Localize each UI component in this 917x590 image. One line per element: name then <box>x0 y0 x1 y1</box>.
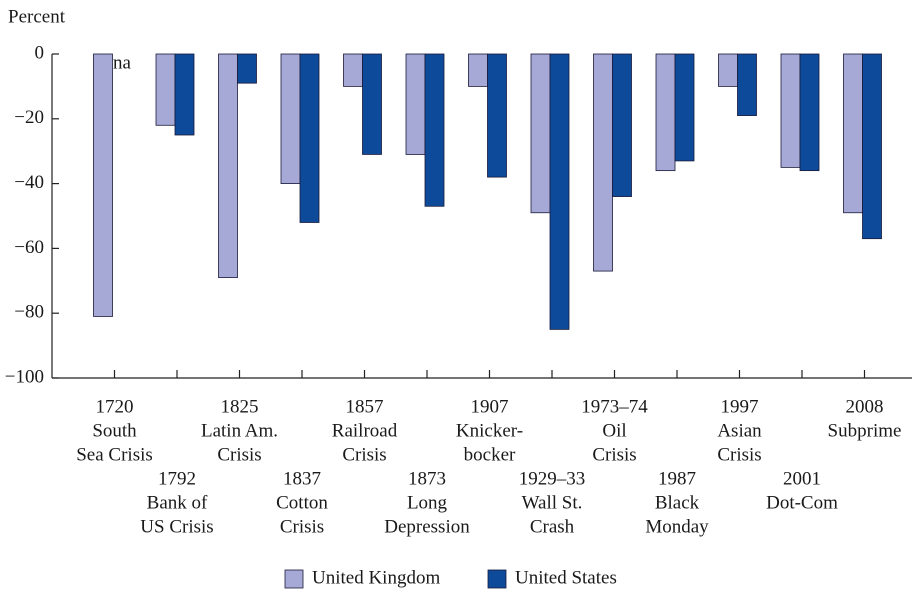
bar <box>612 53 632 197</box>
bar <box>299 53 320 223</box>
x-tick-label: US Crisis <box>140 516 213 537</box>
bar <box>655 53 676 172</box>
legend-label: United States <box>515 567 617 588</box>
x-tick-label: Sea Crisis <box>76 444 153 465</box>
y-axis-label: Percent <box>8 6 66 27</box>
bar <box>737 53 757 116</box>
bar <box>424 53 445 207</box>
x-tick-label: Knicker- <box>456 420 523 441</box>
y-tick-label: −100 <box>5 366 44 387</box>
x-tick-label: Depression <box>384 516 470 537</box>
bar <box>93 53 113 317</box>
x-tick-label: 1929–33 <box>519 468 586 489</box>
x-tick-label: Subprime <box>828 420 902 441</box>
x-tick-label: Monday <box>645 516 709 537</box>
bar <box>549 53 570 330</box>
bar <box>799 53 820 172</box>
x-tick-label: Crisis <box>217 444 261 465</box>
x-tick-label: Railroad <box>332 420 398 441</box>
bar <box>343 53 363 87</box>
x-tick-label: 1857 <box>346 396 384 417</box>
bar <box>674 53 695 162</box>
bar <box>718 53 738 87</box>
y-tick-label: −20 <box>14 107 44 128</box>
x-tick-label: 1825 <box>221 396 259 417</box>
x-tick-label: Cotton <box>276 492 328 513</box>
y-tick-label: −60 <box>14 237 44 258</box>
y-tick-label: 0 <box>35 42 45 63</box>
x-tick-label: Crisis <box>592 444 636 465</box>
legend-swatch <box>284 569 304 589</box>
bar <box>405 53 426 155</box>
x-tick-label: Crisis <box>280 516 324 537</box>
x-tick-label: Long <box>407 492 448 513</box>
x-tick-label: Asian <box>717 420 762 441</box>
bar <box>780 53 801 168</box>
annotation: na <box>113 52 132 73</box>
x-tick-label: Wall St. <box>522 492 583 513</box>
bar <box>530 53 551 214</box>
bar <box>593 53 613 272</box>
x-tick-label: Crisis <box>717 444 761 465</box>
bar <box>280 53 301 185</box>
x-tick-label: Latin Am. <box>201 420 278 441</box>
bar <box>237 53 257 84</box>
x-tick-label: 1907 <box>471 396 509 417</box>
x-tick-label: Oil <box>602 420 626 441</box>
x-tick-label: 2001 <box>783 468 821 489</box>
bar <box>155 53 176 126</box>
bar <box>843 53 863 214</box>
x-tick-label: Dot-Com <box>766 492 838 513</box>
bar <box>487 53 507 178</box>
x-tick-label: Crisis <box>342 444 386 465</box>
x-tick-label: 1792 <box>158 468 196 489</box>
x-tick-label: 2008 <box>846 396 884 417</box>
bar <box>218 53 238 278</box>
x-tick-label: 1997 <box>721 396 759 417</box>
y-tick-label: −80 <box>14 302 44 323</box>
legend-label: United Kingdom <box>312 567 440 588</box>
x-tick-label: South <box>92 420 137 441</box>
x-tick-label: 1720 <box>96 396 134 417</box>
y-tick-label: −40 <box>14 172 44 193</box>
legend-swatch <box>487 569 507 589</box>
bar <box>862 53 882 240</box>
x-tick-label: Crash <box>530 516 575 537</box>
x-tick-label: Black <box>655 492 700 513</box>
x-tick-label: 1973–74 <box>581 396 648 417</box>
x-tick-label: Bank of <box>147 492 208 513</box>
bar <box>468 53 488 87</box>
bar <box>362 53 382 155</box>
x-tick-label: 1987 <box>658 468 696 489</box>
x-tick-label: 1873 <box>408 468 446 489</box>
bar <box>174 53 195 136</box>
x-tick-label: bocker <box>464 444 516 465</box>
x-tick-label: 1837 <box>283 468 321 489</box>
